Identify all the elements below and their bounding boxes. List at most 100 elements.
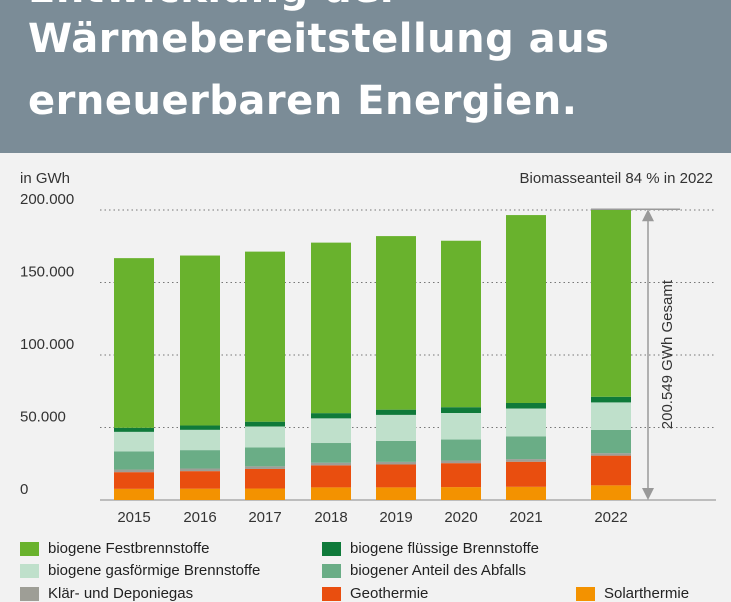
bar-segment: [311, 242, 351, 414]
bar-segment: [245, 251, 285, 422]
x-tick-label: 2020: [444, 509, 477, 526]
legend-label: biogene gasförmige Brennstoffe: [48, 562, 261, 579]
bar-segment: [180, 255, 220, 426]
y-unit-label: in GWh: [20, 170, 71, 187]
total-annotation: 200.549 GWh Gesamt: [659, 279, 676, 429]
bar-segment: [376, 487, 416, 500]
bar-segment: [506, 486, 546, 500]
legend-label: biogener Anteil des Abfalls: [350, 562, 526, 579]
bar-segment: [441, 460, 481, 464]
total-arrow-head-bottom: [642, 488, 654, 500]
legend-item-solarthermie: Solarthermie: [576, 585, 689, 602]
legend-label: Klär- und Deponiegas: [48, 585, 194, 602]
y-tick-label: 0: [20, 481, 28, 498]
bar-segment: [376, 461, 416, 465]
legend-swatch: [20, 586, 39, 601]
bar-segment: [245, 466, 285, 469]
chart-title-line-2: Wärmebereitstellung aus: [28, 16, 610, 62]
bar-segment: [245, 447, 285, 467]
legend-item-fluessige-brennstoffe: biogene flüssige Brennstoffe: [322, 540, 539, 557]
bar-segment: [180, 429, 220, 451]
bar-segment: [376, 409, 416, 415]
bar-segment: [591, 429, 631, 454]
x-tick-label: 2017: [248, 509, 281, 526]
bar-segment: [245, 421, 285, 427]
bar-segment: [441, 463, 481, 488]
legend-item-abfall: biogener Anteil des Abfalls: [322, 562, 526, 579]
bar-segment: [376, 236, 416, 410]
bar-segment: [180, 425, 220, 430]
bar-segment: [441, 407, 481, 413]
y-tick-label: 50.000: [20, 409, 66, 426]
legend-label: Geothermie: [350, 585, 429, 602]
bar-segment: [506, 215, 546, 403]
x-tick-label: 2016: [183, 509, 216, 526]
legend: biogene Festbrennstoffe biogene flüssige…: [0, 535, 731, 602]
x-tick-label: 2015: [117, 509, 150, 526]
legend-swatch: [322, 563, 341, 578]
legend-item-deponiegas: Klär- und Deponiegas: [20, 585, 193, 602]
bar-segment: [591, 396, 631, 403]
bar-segment: [180, 488, 220, 500]
bar-segment: [591, 402, 631, 430]
bar-segment: [245, 468, 285, 489]
bar-segment: [376, 440, 416, 462]
bar-segment: [114, 472, 154, 489]
chart-title-line-3: erneuerbaren Energien.: [28, 78, 578, 124]
legend-swatch: [20, 541, 39, 556]
bar-segment: [114, 258, 154, 428]
bar-segment: [441, 240, 481, 408]
bar-segment: [311, 462, 351, 466]
legend-swatch: [576, 586, 595, 601]
x-tick-label: 2022: [594, 509, 627, 526]
bar-segment: [114, 469, 154, 473]
chart-title-line-1: Entwicklung der: [28, 0, 400, 12]
total-arrow-head-top: [642, 209, 654, 222]
bar-segment: [180, 471, 220, 489]
legend-swatch: [322, 586, 341, 601]
bar-segment: [245, 426, 285, 448]
bar-segment: [441, 487, 481, 500]
bar-segment: [376, 464, 416, 488]
legend-label: biogene Festbrennstoffe: [48, 540, 210, 557]
y-tick-label: 150.000: [20, 264, 74, 281]
bar-segment: [311, 487, 351, 500]
bar-segment: [311, 443, 351, 463]
bar-segment: [311, 413, 351, 419]
bar-segment: [506, 402, 546, 409]
bar-segment: [114, 427, 154, 432]
y-tick-label: 200.000: [20, 191, 74, 208]
legend-item-gasfoermige-brennstoffe: biogene gasförmige Brennstoffe: [20, 562, 260, 579]
title-banner: Entwicklung der Wärmebereitstellung aus …: [0, 0, 731, 153]
bar-segment: [591, 453, 631, 456]
bar-segment: [591, 455, 631, 486]
bar-segment: [441, 439, 481, 461]
x-tick-label: 2018: [314, 509, 347, 526]
bar-segment: [311, 465, 351, 488]
stacked-bar-chart: 0 50.000 100.000 150.000 200.000 2015 2016 2017…: [20, 191, 716, 526]
legend-item-geothermie: Geothermie: [322, 585, 428, 602]
legend-item-festbrennstoffe: biogene Festbrennstoffe: [20, 540, 210, 557]
legend-label: Solarthermie: [604, 585, 690, 602]
bar-segment: [591, 485, 631, 500]
bar-segment: [441, 413, 481, 440]
x-tick-label: 2021: [509, 509, 542, 526]
y-tick-label: 100.000: [20, 336, 74, 353]
bar-segment: [506, 459, 546, 462]
legend-label: biogene flüssige Brennstoffe: [350, 540, 540, 557]
bar-segment: [376, 414, 416, 441]
bar-segment: [114, 431, 154, 452]
bar-segment: [245, 488, 285, 500]
biomass-share-note: Biomasseanteil 84 % in 2022: [519, 170, 713, 187]
bar-segment: [506, 461, 546, 487]
bar-segment: [506, 408, 546, 437]
x-tick-label: 2019: [379, 509, 412, 526]
bar-segment: [114, 488, 154, 500]
bar-segment: [114, 451, 154, 470]
bar-segment: [311, 418, 351, 444]
bar-segment: [591, 209, 631, 397]
bar-segment: [506, 436, 546, 460]
bar-segment: [180, 468, 220, 472]
legend-swatch: [322, 541, 341, 556]
legend-swatch: [20, 563, 39, 578]
